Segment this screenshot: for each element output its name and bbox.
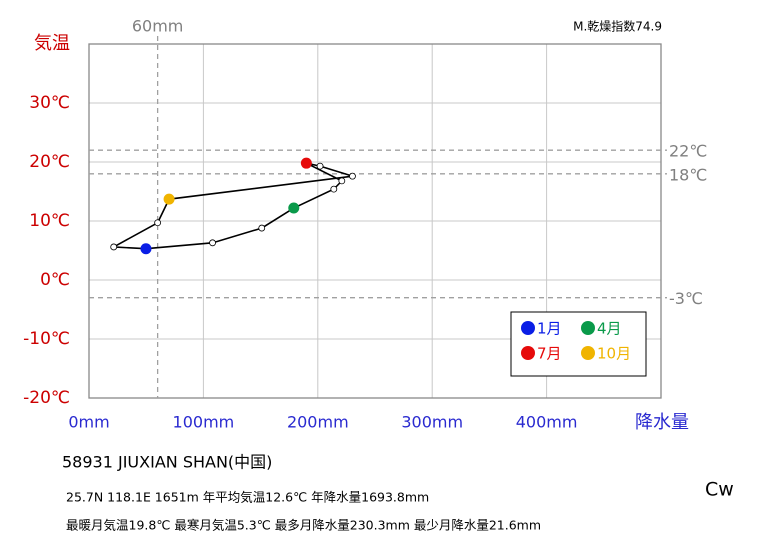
legend-marker: [521, 321, 535, 335]
highlight-point: [288, 202, 300, 214]
highlight-point: [140, 243, 152, 255]
station-name: 58931 JIUXIAN SHAN(中国): [62, 453, 272, 472]
legend-label: 4月: [597, 320, 622, 338]
month-point: [258, 224, 266, 232]
month-point: [338, 177, 346, 185]
legend-marker: [521, 346, 535, 360]
legend-box: [510, 311, 647, 377]
legend-label: 7月: [537, 345, 562, 363]
y-tick-label: -20℃: [23, 388, 70, 408]
legend-marker: [581, 321, 595, 335]
y-tick-label: 20℃: [29, 152, 70, 172]
y-tick-label: 30℃: [29, 93, 70, 113]
x-tick-label: 0mm: [68, 413, 109, 432]
legend-marker: [581, 346, 595, 360]
month-point: [316, 162, 324, 170]
y-tick-label: 0℃: [40, 270, 70, 290]
x-axis-label: 降水量: [635, 412, 689, 433]
x-tick-label: 100mm: [173, 413, 235, 432]
y-axis-label: 気温: [34, 33, 70, 54]
dryness-index: M.乾燥指数74.9: [573, 19, 662, 34]
month-point: [349, 172, 356, 180]
reference-label: 60mm: [132, 17, 184, 36]
reference-label: -3℃: [669, 289, 703, 308]
plot-frame: [88, 43, 662, 399]
climate-class: Cw: [705, 479, 734, 501]
reference-label: 18℃: [669, 165, 707, 184]
highlight-point: [300, 157, 312, 169]
x-tick-label: 400mm: [516, 413, 578, 432]
y-tick-label: 10℃: [29, 211, 70, 231]
x-tick-label: 300mm: [401, 413, 463, 432]
legend-label: 1月: [537, 320, 562, 338]
month-point: [330, 185, 338, 193]
highlight-point: [163, 193, 175, 205]
climate-loop: [110, 162, 353, 250]
month-point: [110, 243, 118, 251]
month-point: [154, 219, 162, 227]
y-tick-label: -10℃: [23, 329, 70, 349]
x-tick-label: 200mm: [287, 413, 349, 432]
legend-label: 10月: [597, 345, 631, 363]
info-line: 最暖月気温19.8℃ 最寒月気温5.3℃ 最多月降水量230.3mm 最少月降水…: [66, 518, 541, 533]
info-line: 25.7N 118.1E 1651m 年平均気温12.6℃ 年降水量1693.8…: [66, 490, 429, 505]
reference-label: 22℃: [669, 142, 707, 161]
month-point: [209, 239, 216, 247]
